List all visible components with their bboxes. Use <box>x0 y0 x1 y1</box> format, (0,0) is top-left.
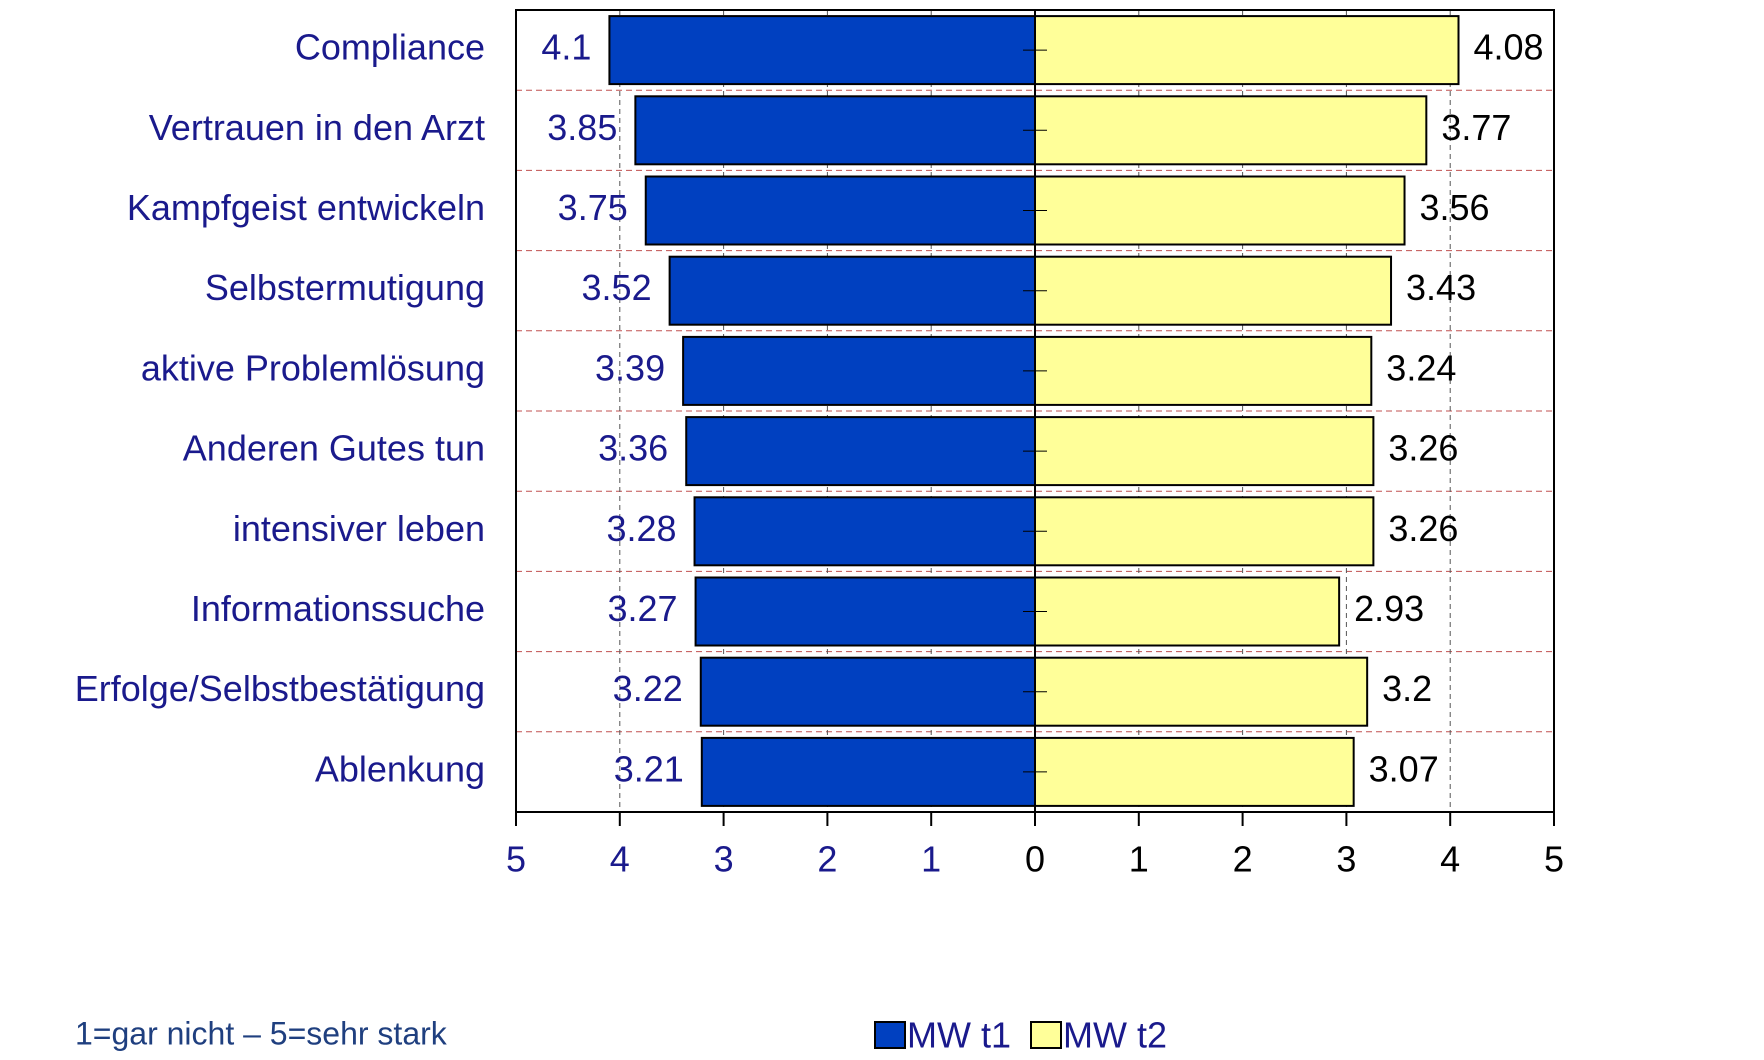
x-tick-label: 1 <box>1129 839 1149 880</box>
x-tick-label: 4 <box>1440 839 1460 880</box>
value-label: 3.75 <box>558 187 628 228</box>
bar <box>1034 15 1460 86</box>
value-label: 3.56 <box>1420 187 1490 228</box>
x-tick-label: 5 <box>1544 839 1564 880</box>
value-label: 3.2 <box>1382 668 1432 709</box>
value-label: 2.93 <box>1354 588 1424 629</box>
category-label: Compliance <box>295 27 485 68</box>
category-label: Kampfgeist entwickeln <box>127 187 485 228</box>
legend-label: MW t2 <box>1063 1015 1167 1056</box>
value-label: 3.77 <box>1441 107 1511 148</box>
x-tick-label: 4 <box>610 839 630 880</box>
value-label: 3.85 <box>547 107 617 148</box>
value-label: 3.39 <box>595 347 665 388</box>
value-label: 3.24 <box>1386 347 1456 388</box>
bar <box>1034 496 1375 567</box>
bar <box>608 15 1036 86</box>
value-label: 4.08 <box>1474 27 1544 68</box>
bar <box>1034 335 1373 406</box>
category-label: Anderen Gutes tun <box>183 428 485 469</box>
category-label: Selbstermutigung <box>205 267 485 308</box>
x-tick-label: 1 <box>921 839 941 880</box>
bar <box>685 416 1036 487</box>
bar <box>682 335 1036 406</box>
bar <box>693 496 1036 567</box>
category-label: aktive Problemlösung <box>141 347 485 388</box>
category-label: Ablenkung <box>315 748 485 789</box>
x-tick-label: 3 <box>1336 839 1356 880</box>
legend-swatch <box>1030 1021 1062 1049</box>
category-label: Informationssuche <box>191 588 485 629</box>
bar <box>1034 255 1393 326</box>
x-tick-label: 2 <box>817 839 837 880</box>
legend-label: MW t1 <box>907 1015 1011 1056</box>
value-label: 3.28 <box>606 508 676 549</box>
bar <box>1034 416 1375 487</box>
scale-note: 1=gar nicht – 5=sehr stark <box>75 1015 448 1051</box>
value-label: 3.43 <box>1406 267 1476 308</box>
value-label: 3.36 <box>598 428 668 469</box>
x-tick-label: 0 <box>1025 839 1045 880</box>
bar <box>1034 95 1428 166</box>
bar <box>634 95 1036 166</box>
bar <box>694 576 1036 647</box>
bar <box>1034 736 1355 807</box>
value-label: 3.27 <box>607 588 677 629</box>
value-label: 3.21 <box>614 748 684 789</box>
bar <box>1034 576 1341 647</box>
value-label: 3.26 <box>1388 428 1458 469</box>
bar <box>700 736 1036 807</box>
category-label: Vertrauen in den Arzt <box>149 107 485 148</box>
x-tick-label: 3 <box>714 839 734 880</box>
value-label: 4.1 <box>541 27 591 68</box>
category-label: Erfolge/Selbstbestätigung <box>75 668 485 709</box>
bar <box>1034 656 1369 727</box>
value-label: 3.22 <box>613 668 683 709</box>
value-label: 3.26 <box>1388 508 1458 549</box>
value-label: 3.07 <box>1369 748 1439 789</box>
bar <box>668 255 1037 326</box>
value-label: 3.52 <box>582 267 652 308</box>
bar <box>699 656 1036 727</box>
bar <box>644 175 1036 246</box>
category-label: intensiver leben <box>233 508 485 549</box>
bar <box>1034 175 1406 246</box>
x-tick-label: 2 <box>1233 839 1253 880</box>
x-tick-label: 5 <box>506 839 526 880</box>
legend-swatch <box>874 1021 906 1049</box>
